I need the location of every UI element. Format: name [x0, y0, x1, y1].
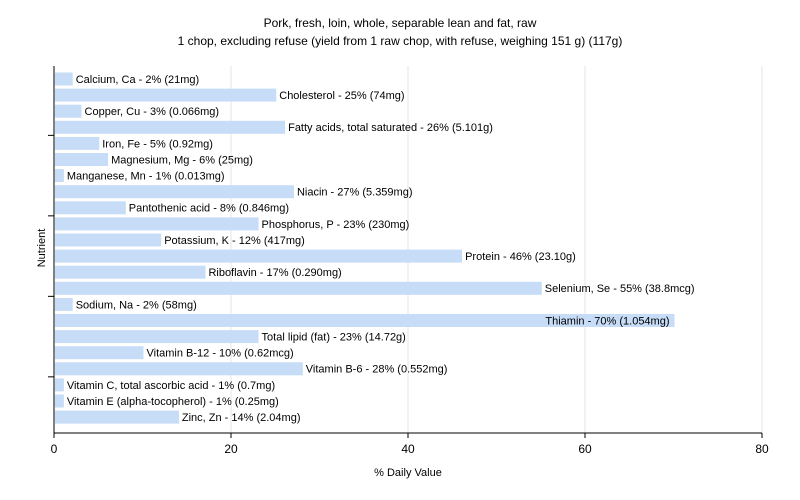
bar-label: Protein - 46% (23.10g) — [465, 251, 576, 263]
bar — [55, 410, 179, 424]
x-tick-label: 80 — [755, 442, 769, 456]
bar — [55, 281, 542, 295]
x-tick-labels: 0 20 40 60 80 — [51, 442, 769, 456]
bar — [55, 136, 100, 150]
bar-label: Vitamin B-6 - 28% (0.552mg) — [306, 364, 448, 376]
grid-lines — [230, 66, 763, 433]
bar — [55, 169, 64, 183]
bar — [55, 346, 144, 360]
x-tick-label: 60 — [578, 442, 592, 456]
bar-label: Magnesium, Mg - 6% (25mg) — [111, 154, 253, 166]
y-axis-title: Nutrient — [36, 229, 48, 268]
bar-label: Manganese, Mn - 1% (0.013mg) — [67, 171, 225, 183]
bar-label: Zinc, Zn - 14% (2.04mg) — [182, 412, 301, 424]
x-axis-title: % Daily Value — [374, 467, 442, 479]
bar — [55, 104, 82, 118]
bar-label: Fatty acids, total saturated - 26% (5.10… — [288, 122, 493, 134]
bar-label: Sodium, Na - 2% (58mg) — [76, 299, 197, 311]
bar-label: Potassium, K - 12% (417mg) — [164, 235, 305, 247]
bar-label: Copper, Cu - 3% (0.066mg) — [85, 106, 220, 118]
bar-label: Riboflavin - 17% (0.290mg) — [208, 267, 341, 279]
bar — [55, 362, 303, 376]
axes — [48, 66, 763, 438]
bar — [55, 378, 64, 392]
bar — [55, 217, 259, 231]
bar — [55, 249, 463, 263]
bar — [55, 394, 64, 408]
bar-label: Vitamin C, total ascorbic acid - 1% (0.7… — [67, 380, 275, 392]
x-tick-label: 0 — [51, 442, 58, 456]
bar-label: Iron, Fe - 5% (0.92mg) — [102, 138, 213, 150]
bar — [55, 233, 162, 247]
bar — [55, 153, 109, 166]
chart-title: Pork, fresh, loin, whole, separable lean… — [264, 16, 537, 30]
bar-label: Total lipid (fat) - 23% (14.72g) — [262, 332, 406, 344]
bar-label: Pantothenic acid - 8% (0.846mg) — [129, 203, 289, 215]
bar-label: Niacin - 27% (5.359mg) — [297, 187, 413, 199]
bar — [55, 72, 73, 86]
bar — [55, 120, 286, 134]
bar-label: Selenium, Se - 55% (38.8mcg) — [545, 283, 695, 295]
bar — [55, 314, 675, 327]
bar — [55, 201, 126, 215]
chart-subtitle: 1 chop, excluding refuse (yield from 1 r… — [178, 34, 623, 48]
bar-label: Vitamin B-12 - 10% (0.62mcg) — [147, 348, 294, 360]
x-tick-label: 40 — [401, 442, 415, 456]
bar-label: Vitamin E (alpha-tocopherol) - 1% (0.25m… — [67, 396, 279, 408]
bar — [55, 330, 259, 344]
bar-label: Thiamin - 70% (1.054mg) — [545, 315, 669, 327]
bar — [55, 88, 277, 102]
bar-label: Calcium, Ca - 2% (21mg) — [76, 74, 199, 86]
x-tick-label: 20 — [224, 442, 238, 456]
bar-label: Phosphorus, P - 23% (230mg) — [262, 219, 410, 231]
bars: Calcium, Ca - 2% (21mg) Cholesterol - 25%… — [55, 72, 695, 424]
bar — [55, 265, 206, 279]
bar — [55, 185, 294, 199]
bar-label: Cholesterol - 25% (74mg) — [279, 90, 404, 102]
bar — [55, 297, 73, 311]
